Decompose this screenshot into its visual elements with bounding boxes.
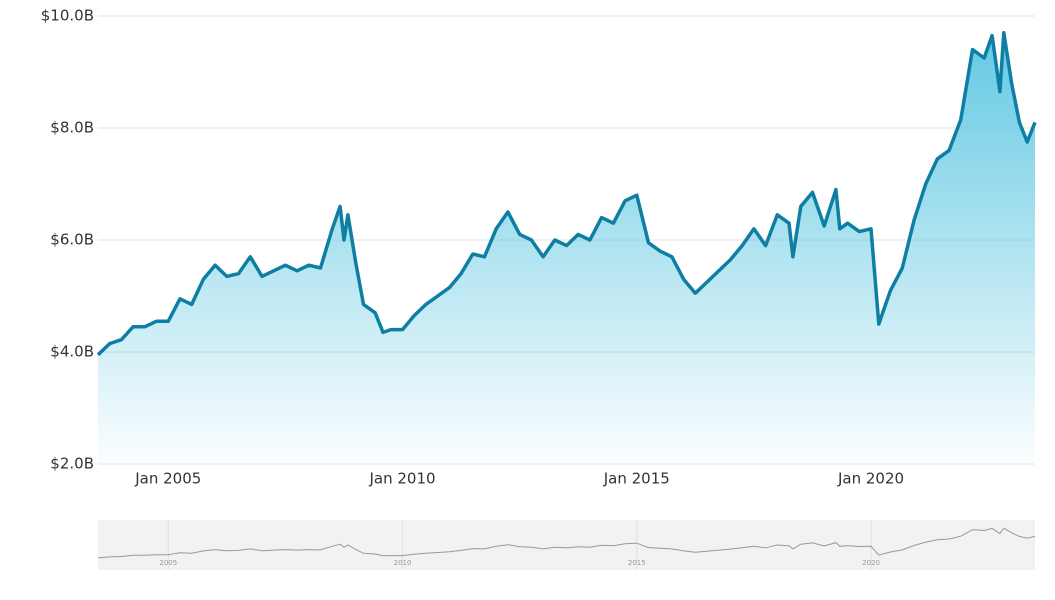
navigator-tick-label: 2010 [394, 559, 412, 567]
x-tick-label: Jan 2020 [837, 470, 904, 488]
y-tick-label: $4.0B [50, 343, 94, 361]
navigator-tick-label: 2015 [628, 559, 646, 567]
area-fill [98, 32, 1035, 465]
navigator[interactable] [98, 520, 1035, 570]
x-tick-label: Jan 2005 [134, 470, 201, 488]
navigator-line [97, 527, 1036, 559]
navigator-tick-label: 2020 [862, 559, 880, 567]
y-tick-label: $10.0B [41, 7, 94, 25]
x-tick-label: Jan 2010 [368, 470, 435, 488]
y-tick-label: $2.0B [50, 455, 94, 473]
y-tick-label: $6.0B [50, 231, 94, 249]
x-tick-label: Jan 2015 [603, 470, 670, 488]
y-tick-label: $8.0B [50, 119, 94, 137]
line [96, 31, 1037, 357]
navigator-tick-label: 2005 [159, 559, 177, 567]
